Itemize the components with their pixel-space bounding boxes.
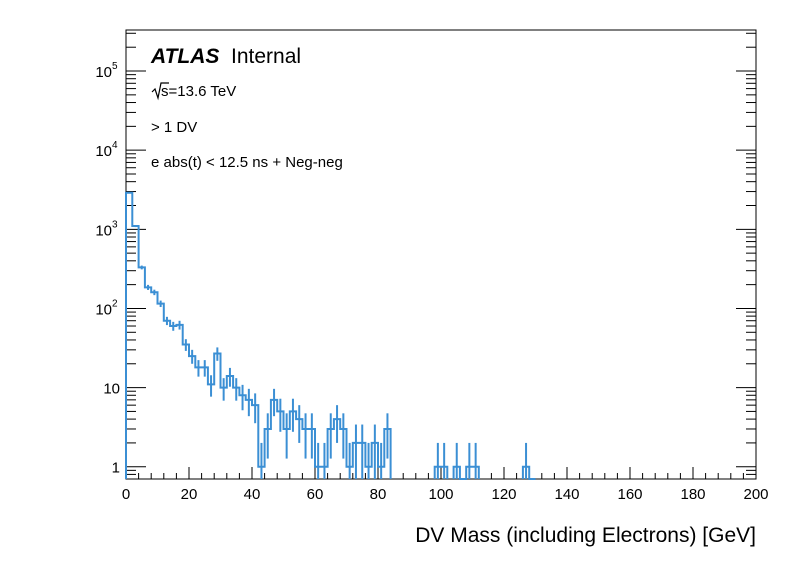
y-tick-label: 10 (95, 143, 112, 160)
x-tick-label: 180 (680, 486, 705, 503)
y-tick-exponent: 4 (112, 140, 118, 151)
y-tick-label: 1 (112, 460, 120, 477)
x-tick-label: 40 (244, 486, 261, 503)
y-tick-exponent: 3 (112, 219, 118, 230)
energy-label: s=13.6 TeV (161, 83, 236, 100)
x-tick-label: 60 (307, 486, 324, 503)
x-axis-label: DV Mass (including Electrons) [GeV] (415, 524, 756, 547)
y-tick-exponent: 2 (112, 298, 118, 309)
status-label: Internal (231, 45, 301, 68)
x-tick-label: 120 (491, 486, 516, 503)
x-axis-ticks: 0 20 40 60 80 100 120 140 160 180 200 (122, 467, 769, 503)
x-tick-label: 140 (554, 486, 579, 503)
legend-block: ATLAS Internal s=13.6 TeV > 1 DV e abs(t… (150, 45, 343, 171)
x-tick-label: 200 (743, 486, 768, 503)
sqrt-symbol (151, 82, 169, 101)
x-tick-label: 0 (122, 486, 130, 503)
selection-label: > 1 DV (151, 119, 197, 136)
y-tick-label: 10 (95, 64, 112, 81)
x-tick-label: 100 (428, 486, 453, 503)
x-tick-label: 80 (370, 486, 387, 503)
y-tick-label: 10 (95, 301, 112, 318)
x-tick-label: 160 (617, 486, 642, 503)
y-tick-exponent: 5 (112, 61, 118, 72)
histogram-series (125, 191, 536, 480)
experiment-label: ATLAS (150, 45, 219, 68)
x-tick-label: 20 (181, 486, 198, 503)
cut-label: e abs(t) < 12.5 ns + Neg-neg (151, 154, 343, 171)
y-tick-label: 10 (95, 222, 112, 239)
y-tick-label: 10 (103, 381, 120, 398)
